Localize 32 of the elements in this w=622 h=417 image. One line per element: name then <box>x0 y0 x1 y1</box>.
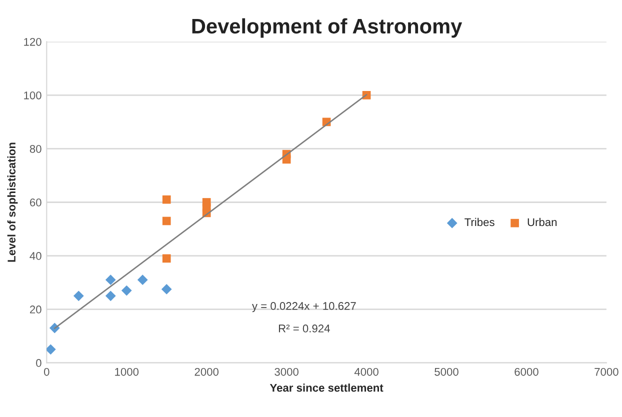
chart-title: Development of Astronomy <box>192 18 462 38</box>
point <box>162 195 171 204</box>
y-tick-label: 100 <box>24 91 42 100</box>
annotation: R² = 0.924 <box>278 324 330 332</box>
y-tick-label: 20 <box>30 306 42 314</box>
x-tick-label: 3000 <box>274 368 298 376</box>
point <box>105 290 116 302</box>
x-tick-label: 4000 <box>354 368 378 376</box>
x-tick-label: 2000 <box>194 368 219 376</box>
x-tick-label: 6000 <box>514 368 538 376</box>
point <box>46 344 56 355</box>
x-tick-label: 7000 <box>594 368 618 376</box>
point <box>161 284 172 294</box>
annotation: y = 0.0224x + 10.627 <box>252 302 356 312</box>
point <box>162 254 171 263</box>
x-tick-label: 0 <box>44 368 50 376</box>
point <box>121 285 132 296</box>
point <box>73 290 84 302</box>
legend-label: Urban <box>528 218 557 226</box>
x-tick-label: 5000 <box>434 368 458 376</box>
point <box>137 274 148 286</box>
point <box>162 216 171 226</box>
y-tick-label: 0 <box>36 359 42 367</box>
y-axis-title: Level of sophistication <box>7 142 18 262</box>
x-tick-label: 1000 <box>115 368 139 376</box>
legend-label: Tribes <box>464 218 494 226</box>
y-tick-label: 120 <box>24 38 42 46</box>
y-tick-label: 60 <box>30 198 42 206</box>
y-tick-label: 40 <box>30 252 42 260</box>
y-tick-label: 80 <box>30 144 42 153</box>
point <box>105 274 116 286</box>
x-axis-title: Year since settlement <box>270 384 384 392</box>
